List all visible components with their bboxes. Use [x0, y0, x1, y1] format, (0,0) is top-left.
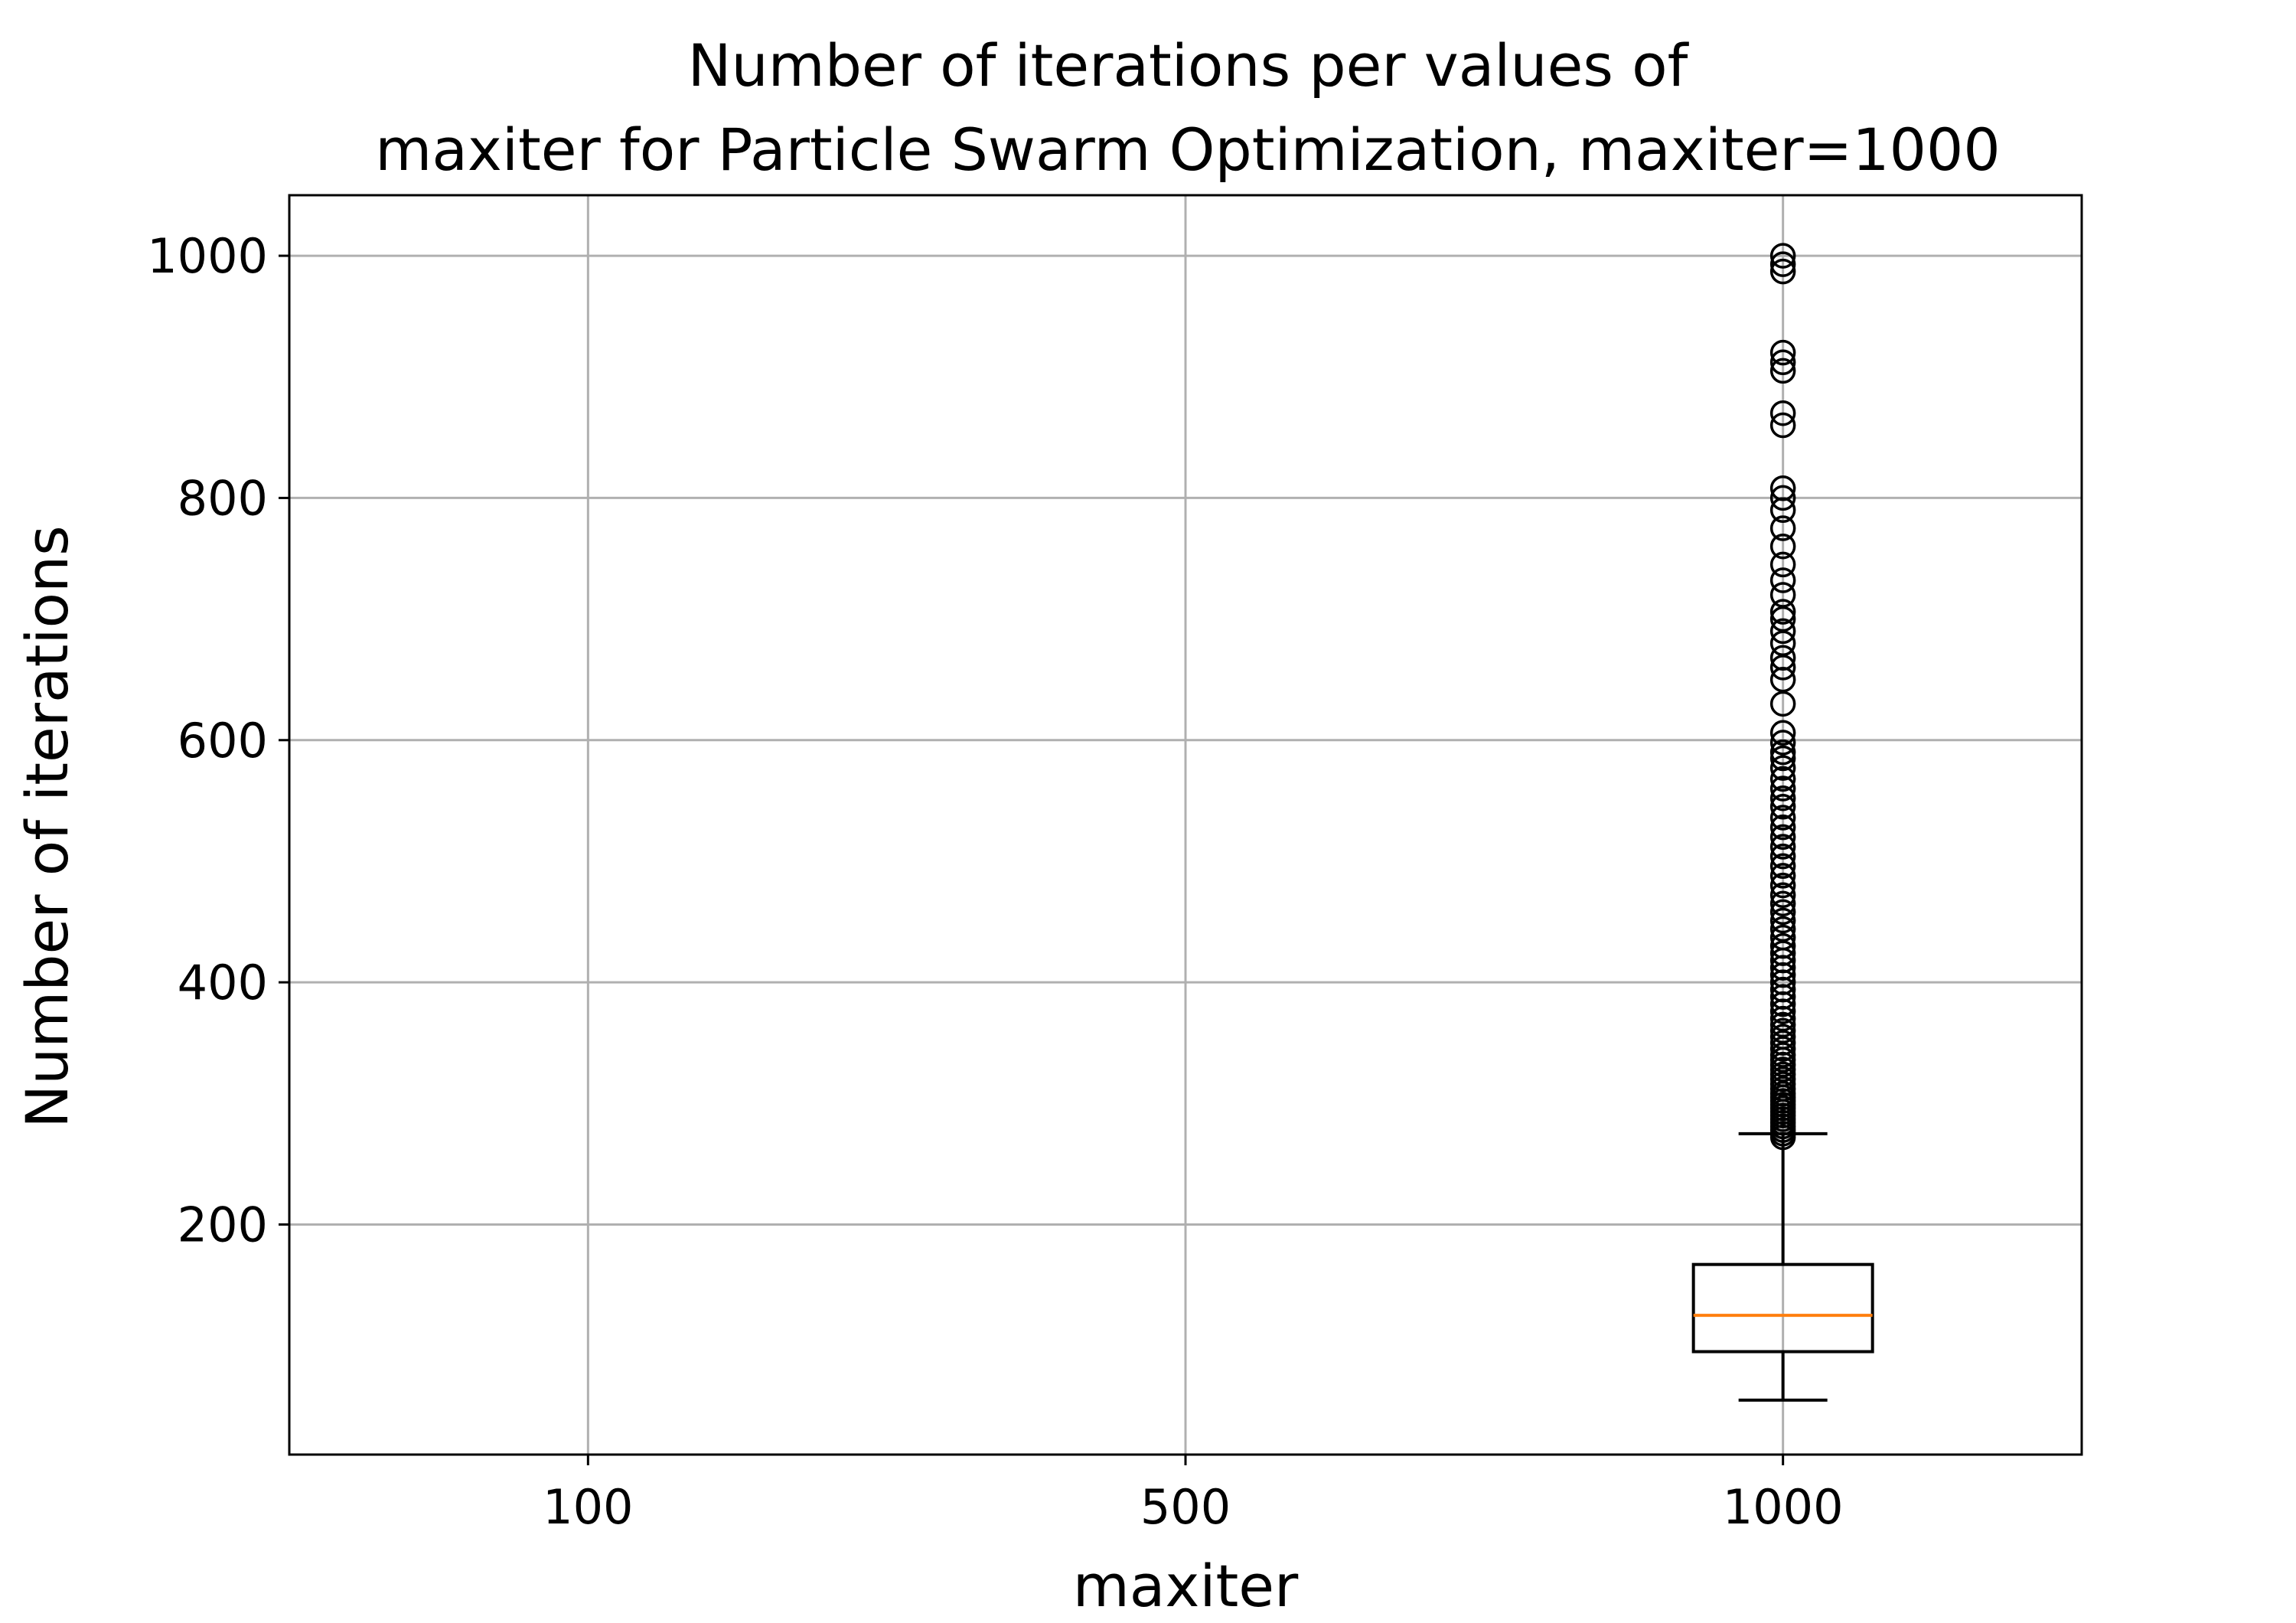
outlier-point: [1769, 567, 1796, 593]
outlier-point: [1769, 755, 1796, 781]
outlier-point: [1769, 618, 1796, 645]
x-axis-label: maxiter: [1073, 1552, 1299, 1620]
chart-title-line-2: maxiter for Particle Swarm Optimization,…: [375, 116, 2000, 184]
outlier-point: [1769, 872, 1796, 899]
outlier-point: [1769, 907, 1796, 934]
outlier-point: [1769, 475, 1796, 501]
outlier-point: [1769, 730, 1796, 756]
outlier-point: [1769, 485, 1796, 511]
x-axis-ticks: 100 500 1000: [543, 1455, 1844, 1535]
outlier-point: [1769, 794, 1796, 820]
outlier-point: [1769, 251, 1796, 277]
outlier-point: [1769, 645, 1796, 671]
y-tick-label: 1000: [147, 228, 268, 284]
y-tick-label: 400: [178, 955, 268, 1011]
outlier-point: [1769, 582, 1796, 608]
x-tick-label: 500: [1140, 1479, 1231, 1535]
outlier-point: [1769, 916, 1796, 942]
y-tick-label: 200: [178, 1197, 268, 1252]
iqr-box: [1691, 1262, 1874, 1354]
outlier-point: [1769, 805, 1796, 831]
outlier-point: [1769, 899, 1796, 926]
box-plots: [1691, 243, 1874, 1402]
outlier-point: [1769, 515, 1796, 541]
outlier-point: [1769, 533, 1796, 560]
outlier-point: [1769, 890, 1796, 917]
outlier-point: [1769, 412, 1796, 439]
outlier-point: [1769, 843, 1796, 870]
outlier-point: [1769, 349, 1796, 376]
outlier-point: [1769, 599, 1796, 625]
outlier-point: [1769, 551, 1796, 578]
y-tick-label: 600: [178, 713, 268, 769]
grid-lines: [289, 195, 2082, 1455]
y-axis-ticks: 200 400 600 800 1000: [147, 228, 289, 1252]
outlier-point: [1769, 882, 1796, 908]
outlier-point: [1769, 400, 1796, 426]
box-group: [1691, 243, 1874, 1402]
outlier-point: [1769, 824, 1796, 851]
x-tick-label: 1000: [1723, 1479, 1844, 1535]
y-tick-label: 800: [178, 470, 268, 526]
outlier-point: [1769, 258, 1796, 285]
y-axis-label: Number of iterations: [13, 525, 81, 1128]
outlier-point: [1769, 1024, 1796, 1050]
x-tick-label: 100: [543, 1479, 633, 1535]
chart-title: Number of iterations per values of maxit…: [375, 31, 2000, 184]
outlier-point: [1769, 358, 1796, 384]
plot-frame: [288, 194, 2083, 1456]
outlier-point: [1769, 720, 1796, 746]
outlier-point: [1769, 766, 1796, 792]
outlier-point: [1769, 853, 1796, 880]
outlier-point: [1769, 1017, 1796, 1044]
outlier-point: [1769, 924, 1796, 951]
outlier-point: [1769, 739, 1796, 766]
outlier-point: [1769, 776, 1796, 802]
outlier-point: [1769, 932, 1796, 959]
outlier-point: [1769, 1011, 1796, 1038]
outlier-point: [1769, 785, 1796, 812]
chart-title-line-1: Number of iterations per values of: [688, 31, 1690, 100]
outlier-point: [1769, 863, 1796, 889]
outlier-point: [1769, 834, 1796, 860]
outlier-point: [1769, 339, 1796, 366]
outlier-point: [1769, 745, 1796, 772]
outlier-point: [1769, 243, 1796, 269]
outlier-point: [1769, 814, 1796, 841]
